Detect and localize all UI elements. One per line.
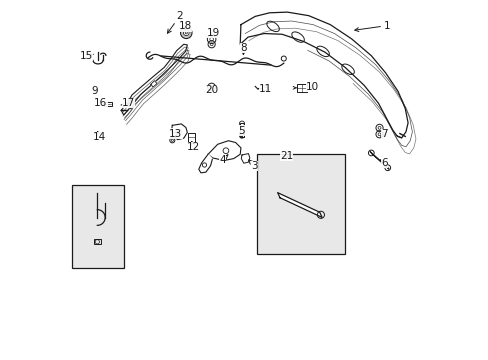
Text: 20: 20 <box>204 85 218 95</box>
Bar <box>104 102 111 107</box>
Text: 17: 17 <box>122 98 135 108</box>
Polygon shape <box>151 81 157 87</box>
Text: 3: 3 <box>248 160 257 171</box>
Text: 14: 14 <box>93 131 106 142</box>
Polygon shape <box>121 44 187 115</box>
Text: 19: 19 <box>206 28 219 38</box>
Polygon shape <box>240 12 407 138</box>
Text: 9: 9 <box>92 86 98 96</box>
Text: 5: 5 <box>238 126 245 137</box>
Text: 1: 1 <box>354 21 389 32</box>
Text: 4: 4 <box>219 155 227 165</box>
Polygon shape <box>369 152 388 169</box>
Text: 12: 12 <box>186 141 199 152</box>
Text: 16: 16 <box>94 98 107 108</box>
Polygon shape <box>171 124 187 140</box>
Text: 13: 13 <box>169 129 182 139</box>
Text: 2: 2 <box>167 12 183 33</box>
Polygon shape <box>241 154 249 163</box>
Bar <box>188 133 195 143</box>
Text: 21: 21 <box>280 151 293 161</box>
Text: 18: 18 <box>178 21 191 31</box>
Text: 10: 10 <box>305 82 318 92</box>
Text: 8: 8 <box>240 43 246 55</box>
Text: 7: 7 <box>380 129 387 139</box>
Polygon shape <box>207 141 241 160</box>
Polygon shape <box>198 154 212 173</box>
Bar <box>94 239 101 244</box>
Text: 15: 15 <box>80 51 93 61</box>
Bar <box>296 84 306 92</box>
Bar <box>240 123 244 137</box>
Polygon shape <box>127 100 134 109</box>
Text: 11: 11 <box>259 84 272 94</box>
Text: 6: 6 <box>380 158 387 168</box>
Bar <box>257 154 345 254</box>
Polygon shape <box>277 193 322 217</box>
Bar <box>72 185 123 267</box>
